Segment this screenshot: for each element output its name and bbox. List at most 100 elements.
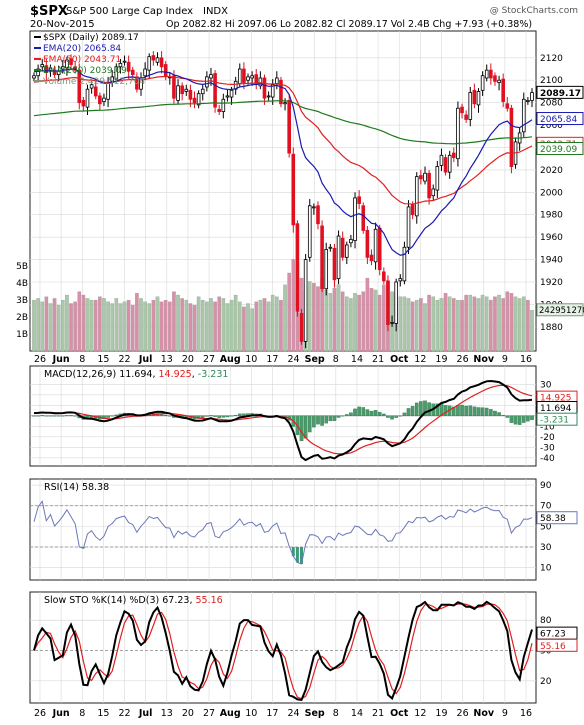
price-body: [85, 88, 90, 108]
price-body: [69, 58, 73, 65]
volume-bar: [435, 299, 440, 352]
sto-tag-label: 55.16: [540, 642, 566, 652]
volume-bar: [262, 298, 267, 352]
volume-bar: [69, 303, 73, 352]
volume-bar: [98, 296, 102, 352]
price-body: [394, 281, 398, 324]
macd-hist-bar: [521, 415, 526, 423]
price-tick-label: 1880: [540, 323, 563, 333]
macd-hist-bar: [213, 415, 217, 417]
volume-bar: [369, 288, 374, 352]
macd-hist-bar: [419, 401, 423, 416]
volume-bar: [229, 299, 234, 352]
volume-bar: [517, 298, 522, 352]
volume-bar: [217, 296, 222, 352]
volume-bar: [480, 294, 485, 352]
price-body: [200, 88, 205, 95]
volume-bar: [493, 296, 497, 352]
date-label: 26: [457, 354, 469, 365]
price-body: [431, 188, 436, 197]
price-body: [291, 153, 296, 226]
price-tick-label: 2020: [540, 166, 563, 176]
price-body: [505, 103, 510, 109]
volume-bar: [81, 294, 86, 352]
price-body: [176, 85, 180, 101]
macd-hist-bar: [36, 415, 40, 417]
rsi-tick-label: 70: [540, 502, 552, 512]
volume-bar: [526, 299, 530, 352]
volume-bar: [505, 291, 510, 352]
price-bars: [32, 51, 534, 349]
macd-hist-bar: [468, 405, 473, 416]
macd-hist-bar: [229, 415, 234, 417]
volume-bar: [464, 294, 468, 352]
rsi-tick-label: 30: [540, 543, 552, 553]
macd-hist-bar: [484, 407, 489, 416]
macd-hist-bar: [443, 405, 448, 416]
volume-bar: [443, 293, 448, 352]
macd-hist-bar: [114, 414, 119, 416]
price-body: [283, 102, 287, 105]
price-body: [377, 227, 382, 271]
price-body: [493, 75, 497, 82]
date-label: 26: [457, 708, 469, 719]
volume-bar: [159, 301, 164, 352]
macd-hist-bar: [456, 405, 460, 416]
volume-bar: [484, 296, 489, 352]
price-body: [509, 107, 514, 167]
legend-entry: Volume 2,429,512,704: [43, 77, 145, 87]
volume-bar: [139, 298, 143, 352]
price-body: [332, 247, 337, 281]
price-body: [77, 69, 82, 104]
date-label: Oct: [390, 354, 409, 365]
price-tag-box: [536, 112, 584, 126]
macd-hist-bar: [373, 410, 378, 416]
chart-index-name: S&P 500 Large Cap Index: [66, 6, 193, 17]
volume-bar: [328, 293, 333, 352]
volume-tag-label: 2429512704: [539, 306, 584, 316]
price-body: [102, 97, 106, 102]
date-label: 21: [372, 708, 384, 719]
date-label: 8: [79, 708, 85, 719]
volume-bar: [237, 301, 242, 352]
price-body: [246, 76, 250, 81]
volume-bar: [250, 308, 254, 352]
price-tick-label: 1940: [540, 256, 563, 266]
macd-hist-bar: [332, 415, 337, 421]
date-label: 8: [79, 354, 85, 365]
macd-hist-bar: [163, 414, 168, 416]
macd-hist-bar: [505, 415, 510, 418]
price-body: [447, 154, 452, 173]
price-body: [155, 57, 160, 63]
date-label: 13: [161, 354, 173, 365]
volume-bar: [472, 296, 477, 352]
volume-bar: [56, 305, 61, 352]
volume-bar: [163, 299, 168, 352]
macd-hist-bar: [489, 409, 493, 416]
volume-bar: [266, 301, 271, 352]
date-label: 9: [502, 708, 508, 719]
price-body: [373, 228, 378, 263]
volume-tick-label: 5B: [16, 262, 28, 272]
volume-tick-label: 2B: [16, 313, 28, 323]
rsi-tag-label: 58.38: [540, 514, 566, 524]
volume-bar: [184, 299, 189, 352]
price-body: [480, 75, 485, 91]
price-body: [369, 254, 374, 262]
price-body: [476, 91, 481, 106]
volume-bar: [452, 298, 456, 352]
price-body: [266, 95, 271, 98]
volume-bar: [44, 296, 49, 352]
volume-bar: [200, 299, 205, 352]
macd-hist-bar: [110, 415, 114, 417]
volume-bar: [530, 310, 534, 352]
macd-hist-bar: [48, 415, 53, 417]
price-body: [328, 246, 333, 249]
price-tick-label: 1920: [540, 278, 563, 288]
volume-bar: [365, 277, 370, 352]
price-axis: 1880190019201940196019802000202020402060…: [536, 54, 584, 333]
date-label: 8: [333, 354, 339, 365]
legend-entry: EMA(20) 2065.84: [43, 44, 121, 54]
macd-hist-bar: [324, 415, 329, 424]
volume-bar: [489, 299, 493, 352]
